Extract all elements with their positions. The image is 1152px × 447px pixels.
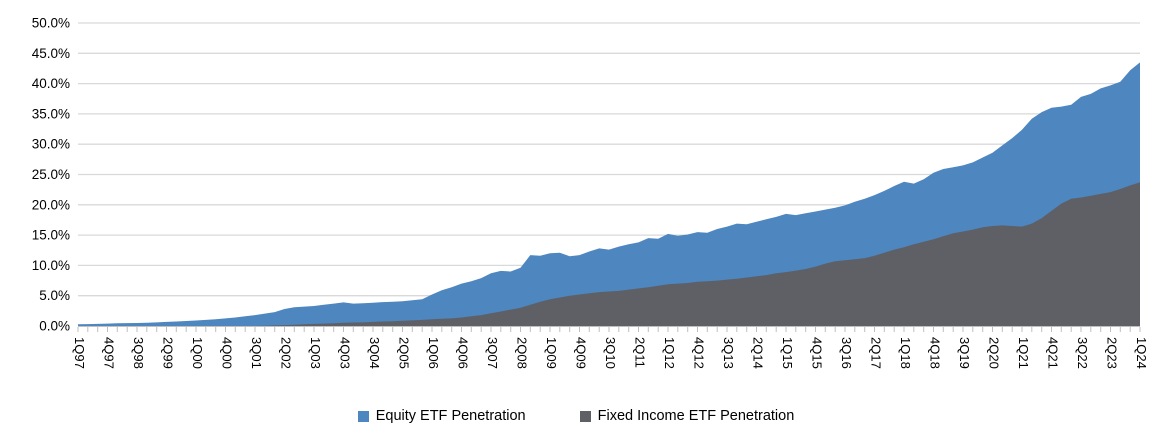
legend-item-fixed-income: Fixed Income ETF Penetration bbox=[579, 408, 795, 424]
svg-text:1Q97: 1Q97 bbox=[72, 337, 87, 369]
svg-text:1Q12: 1Q12 bbox=[662, 337, 677, 369]
svg-text:30.0%: 30.0% bbox=[32, 137, 70, 152]
svg-text:50.0%: 50.0% bbox=[32, 16, 70, 31]
equity-legend-label: Equity ETF Penetration bbox=[375, 408, 526, 424]
svg-text:2Q99: 2Q99 bbox=[161, 337, 176, 369]
svg-text:2Q20: 2Q20 bbox=[987, 337, 1002, 369]
svg-text:1Q18: 1Q18 bbox=[898, 337, 913, 369]
svg-text:40.0%: 40.0% bbox=[32, 76, 70, 91]
svg-text:3Q10: 3Q10 bbox=[603, 337, 618, 369]
svg-text:3Q07: 3Q07 bbox=[485, 337, 500, 369]
svg-text:10.0%: 10.0% bbox=[32, 258, 70, 273]
svg-text:3Q04: 3Q04 bbox=[367, 337, 382, 369]
svg-text:4Q18: 4Q18 bbox=[928, 337, 943, 369]
svg-text:1Q03: 1Q03 bbox=[308, 337, 323, 369]
fixed-income-legend-label: Fixed Income ETF Penetration bbox=[597, 408, 795, 424]
svg-text:1Q24: 1Q24 bbox=[1134, 337, 1149, 369]
chart-canvas: 0.0% 5.0% 10.0% 15.0% 20.0% 25.0% 30.0% 35.0% 40… bbox=[32, 16, 1149, 369]
svg-text:2Q05: 2Q05 bbox=[397, 337, 412, 369]
svg-text:1Q21: 1Q21 bbox=[1016, 337, 1031, 369]
svg-text:2Q11: 2Q11 bbox=[633, 337, 648, 368]
svg-text:4Q15: 4Q15 bbox=[810, 337, 825, 369]
legend-item-equity: Equity ETF Penetration bbox=[357, 408, 526, 424]
svg-text:20.0%: 20.0% bbox=[32, 197, 70, 212]
svg-text:1Q15: 1Q15 bbox=[780, 337, 795, 369]
x-axis-labels: 1Q97 4Q97 3Q98 2Q99 1Q00 4Q00 3Q01 2Q02 1Q03 4Q03… bbox=[72, 337, 1149, 369]
equity-legend-swatch bbox=[357, 410, 369, 422]
svg-text:4Q06: 4Q06 bbox=[456, 337, 471, 369]
svg-text:0.0%: 0.0% bbox=[39, 319, 70, 334]
svg-text:15.0%: 15.0% bbox=[32, 228, 70, 243]
y-axis-labels: 0.0% 5.0% 10.0% 15.0% 20.0% 25.0% 30.0% 35.0% 40… bbox=[32, 16, 70, 334]
svg-text:4Q00: 4Q00 bbox=[220, 337, 235, 369]
svg-text:2Q17: 2Q17 bbox=[869, 337, 884, 369]
svg-text:5.0%: 5.0% bbox=[39, 288, 70, 303]
fixed-income-legend-swatch bbox=[579, 410, 591, 422]
svg-text:3Q22: 3Q22 bbox=[1075, 337, 1090, 369]
svg-text:1Q06: 1Q06 bbox=[426, 337, 441, 369]
svg-text:3Q13: 3Q13 bbox=[721, 337, 736, 369]
svg-text:4Q97: 4Q97 bbox=[102, 337, 117, 369]
svg-text:3Q01: 3Q01 bbox=[249, 337, 264, 369]
svg-text:2Q02: 2Q02 bbox=[279, 337, 294, 369]
svg-text:35.0%: 35.0% bbox=[32, 106, 70, 121]
gridlines bbox=[78, 22, 1140, 297]
svg-text:2Q08: 2Q08 bbox=[515, 337, 530, 369]
svg-text:4Q12: 4Q12 bbox=[692, 337, 707, 369]
svg-text:1Q09: 1Q09 bbox=[544, 337, 559, 369]
fixed-income-area bbox=[78, 182, 1140, 326]
chart-legend: Equity ETF Penetration Fixed Income ETF … bbox=[0, 404, 1152, 428]
svg-text:3Q98: 3Q98 bbox=[131, 337, 146, 369]
svg-text:4Q21: 4Q21 bbox=[1046, 337, 1061, 369]
svg-text:4Q09: 4Q09 bbox=[574, 337, 589, 369]
svg-text:3Q19: 3Q19 bbox=[957, 337, 972, 369]
svg-text:25.0%: 25.0% bbox=[32, 167, 70, 182]
svg-text:1Q00: 1Q00 bbox=[190, 337, 205, 369]
svg-text:45.0%: 45.0% bbox=[32, 46, 70, 61]
svg-text:4Q03: 4Q03 bbox=[338, 337, 353, 369]
svg-text:2Q14: 2Q14 bbox=[751, 337, 766, 369]
x-axis bbox=[77, 326, 1141, 332]
svg-text:2Q23: 2Q23 bbox=[1105, 337, 1120, 369]
svg-text:3Q16: 3Q16 bbox=[839, 337, 854, 369]
